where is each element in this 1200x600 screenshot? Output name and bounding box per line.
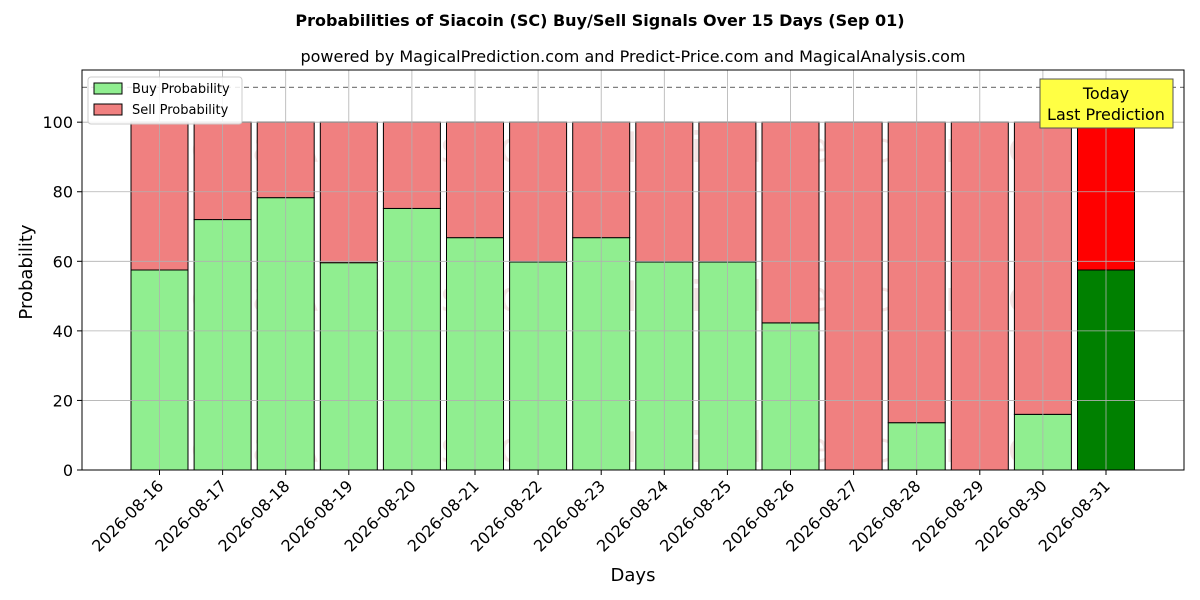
y-tick-label: 80: [53, 183, 73, 202]
legend-box: [87, 76, 243, 125]
legend-label: Sell Probability: [132, 103, 229, 118]
annotation-text: Last Prediction: [1047, 105, 1165, 124]
legend-swatch: [93, 103, 123, 116]
y-tick-label: 100: [42, 113, 73, 132]
y-axis-label: Probability: [16, 224, 37, 319]
chart-title: Probabilities of Siacoin (SC) Buy/Sell S…: [295, 11, 904, 30]
y-tick-label: 60: [53, 252, 73, 271]
plot-area: MagicalAnalysis.comMagicalPrediction.com…: [42, 69, 1185, 556]
x-axis-label: Days: [611, 565, 656, 586]
y-tick-label: 20: [53, 391, 73, 410]
chart-subtitle: powered by MagicalPrediction.com and Pre…: [300, 47, 965, 66]
plot-frame: [81, 69, 1185, 471]
y-tick-label: 40: [53, 322, 73, 341]
legend-swatch: [93, 82, 123, 95]
legend: Buy Probability Sell Probability: [87, 76, 243, 125]
annotation-text: Today: [1082, 84, 1129, 103]
annotation-box: [1039, 78, 1174, 129]
legend-label: Buy Probability: [132, 82, 230, 97]
y-tick-label: 0: [63, 461, 73, 480]
annotation-today: Today Last Prediction: [1039, 78, 1174, 129]
